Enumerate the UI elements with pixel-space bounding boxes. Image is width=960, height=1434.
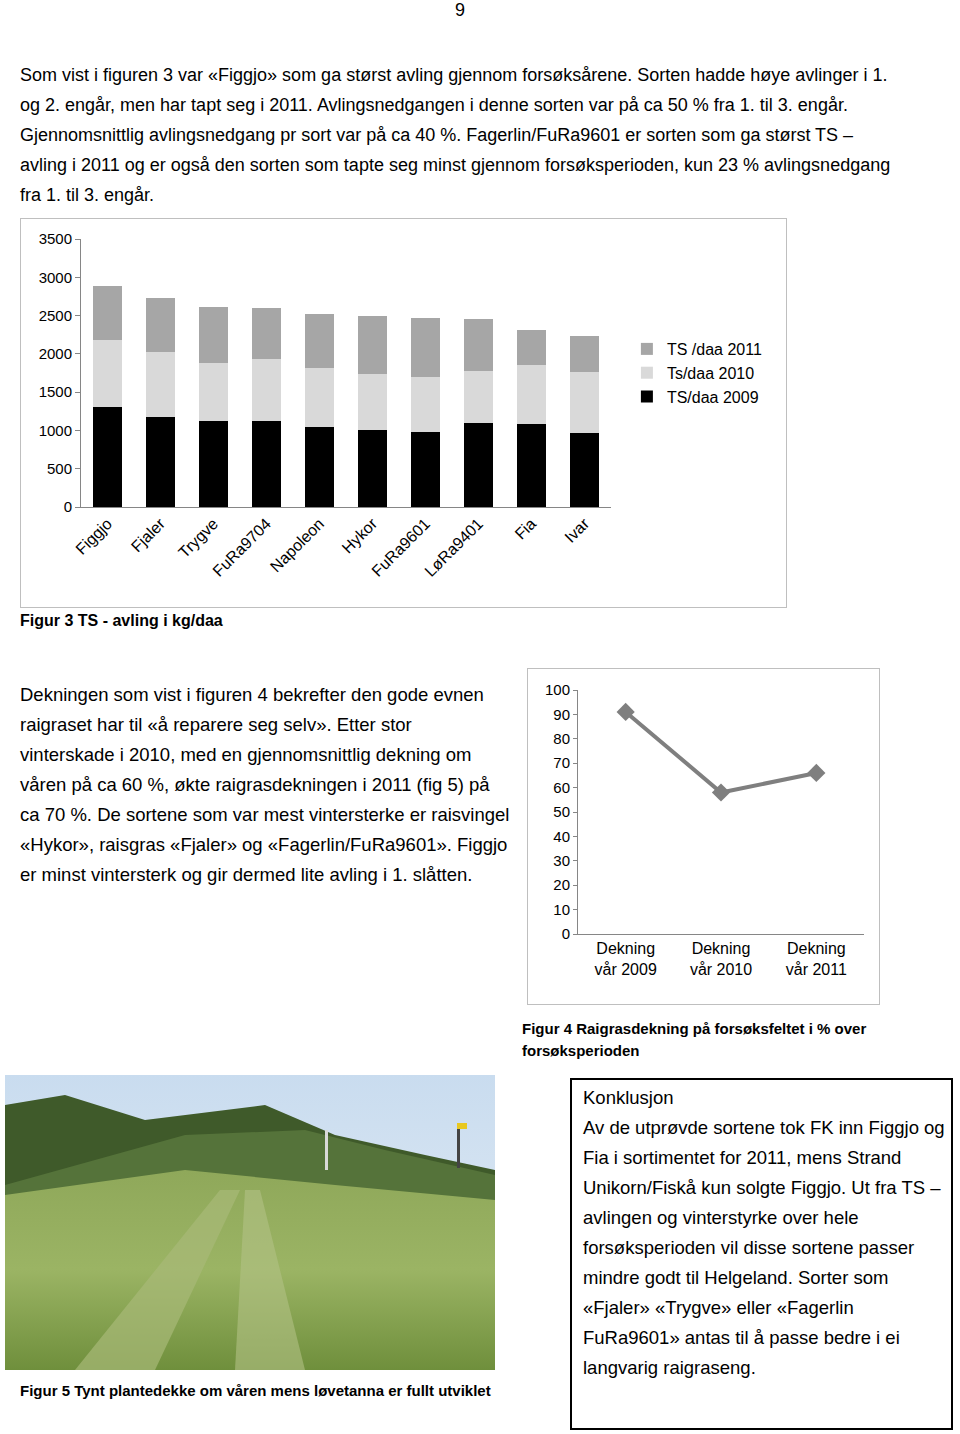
svg-text:40: 40 [553,828,570,845]
html-text:Dekningen som vist i figuren 4: Dekningen som vist i figuren 4 bekrefter… [20,684,510,885]
svg-text:60: 60 [553,779,570,796]
svg-text:Fia: Fia [512,515,540,543]
svg-text:Fjaler: Fjaler [128,514,169,555]
svg-text:20: 20 [553,876,570,893]
svg-text:2000: 2000 [39,345,72,362]
svg-text:Trygve: Trygve [175,515,221,561]
svg-text:Dekningvår 2009: Dekningvår 2009 [595,940,657,978]
svg-text:FuRa9704: FuRa9704 [209,515,274,580]
svg-text:50: 50 [553,803,570,820]
html-text:Av de utprøvde sortene tok FK: Av de utprøvde sortene tok FK inn Figgjo… [583,1117,945,1378]
html-text:Figur 4 Raigrasdekning på fors: Figur 4 Raigrasdekning på forsøksfeltet … [522,1020,867,1059]
html-text:Som vist i figuren 3 var «Figg: Som vist i figuren 3 var «Figgjo» som ga… [20,65,891,205]
svg-text:TS /daa 2011: TS /daa 2011 [667,341,762,358]
svg-text:1500: 1500 [39,383,72,400]
svg-text:500: 500 [47,460,72,477]
svg-text:Dekningvår 2011: Dekningvår 2011 [786,940,847,978]
svg-text:LøRa9401: LøRa9401 [421,515,486,580]
svg-text:0: 0 [64,498,72,515]
svg-text:80: 80 [553,730,570,747]
svg-text:10: 10 [553,901,570,918]
svg-text:100: 100 [545,681,570,698]
html-text:Figur 3 TS - avling i kg/daa: Figur 3 TS - avling i kg/daa [20,612,223,629]
svg-text:Hykor: Hykor [339,514,381,556]
svg-text:1000: 1000 [39,422,72,439]
svg-text:2500: 2500 [39,307,72,324]
svg-text:TS/daa 2009: TS/daa 2009 [667,389,759,406]
svg-text:3000: 3000 [39,269,72,286]
svg-text:0: 0 [562,925,570,942]
svg-text:FuRa9601: FuRa9601 [368,515,433,580]
svg-text:30: 30 [553,852,570,869]
svg-text:Napoleon: Napoleon [267,515,327,575]
svg-text:Figgjo: Figgjo [72,515,115,558]
svg-text:70: 70 [553,754,570,771]
svg-text:Dekningvår 2010: Dekningvår 2010 [690,940,752,978]
svg-text:3500: 3500 [39,230,72,247]
html-text:Konklusjon: Konklusjon [583,1087,674,1108]
svg-text:Ts/daa 2010: Ts/daa 2010 [667,365,754,382]
html-text:9: 9 [455,0,465,20]
svg-text:90: 90 [553,706,570,723]
svg-text:Ivar: Ivar [561,514,592,545]
html-text:Figur 5 Tynt plantedekke om vå: Figur 5 Tynt plantedekke om våren mens l… [20,1382,491,1399]
